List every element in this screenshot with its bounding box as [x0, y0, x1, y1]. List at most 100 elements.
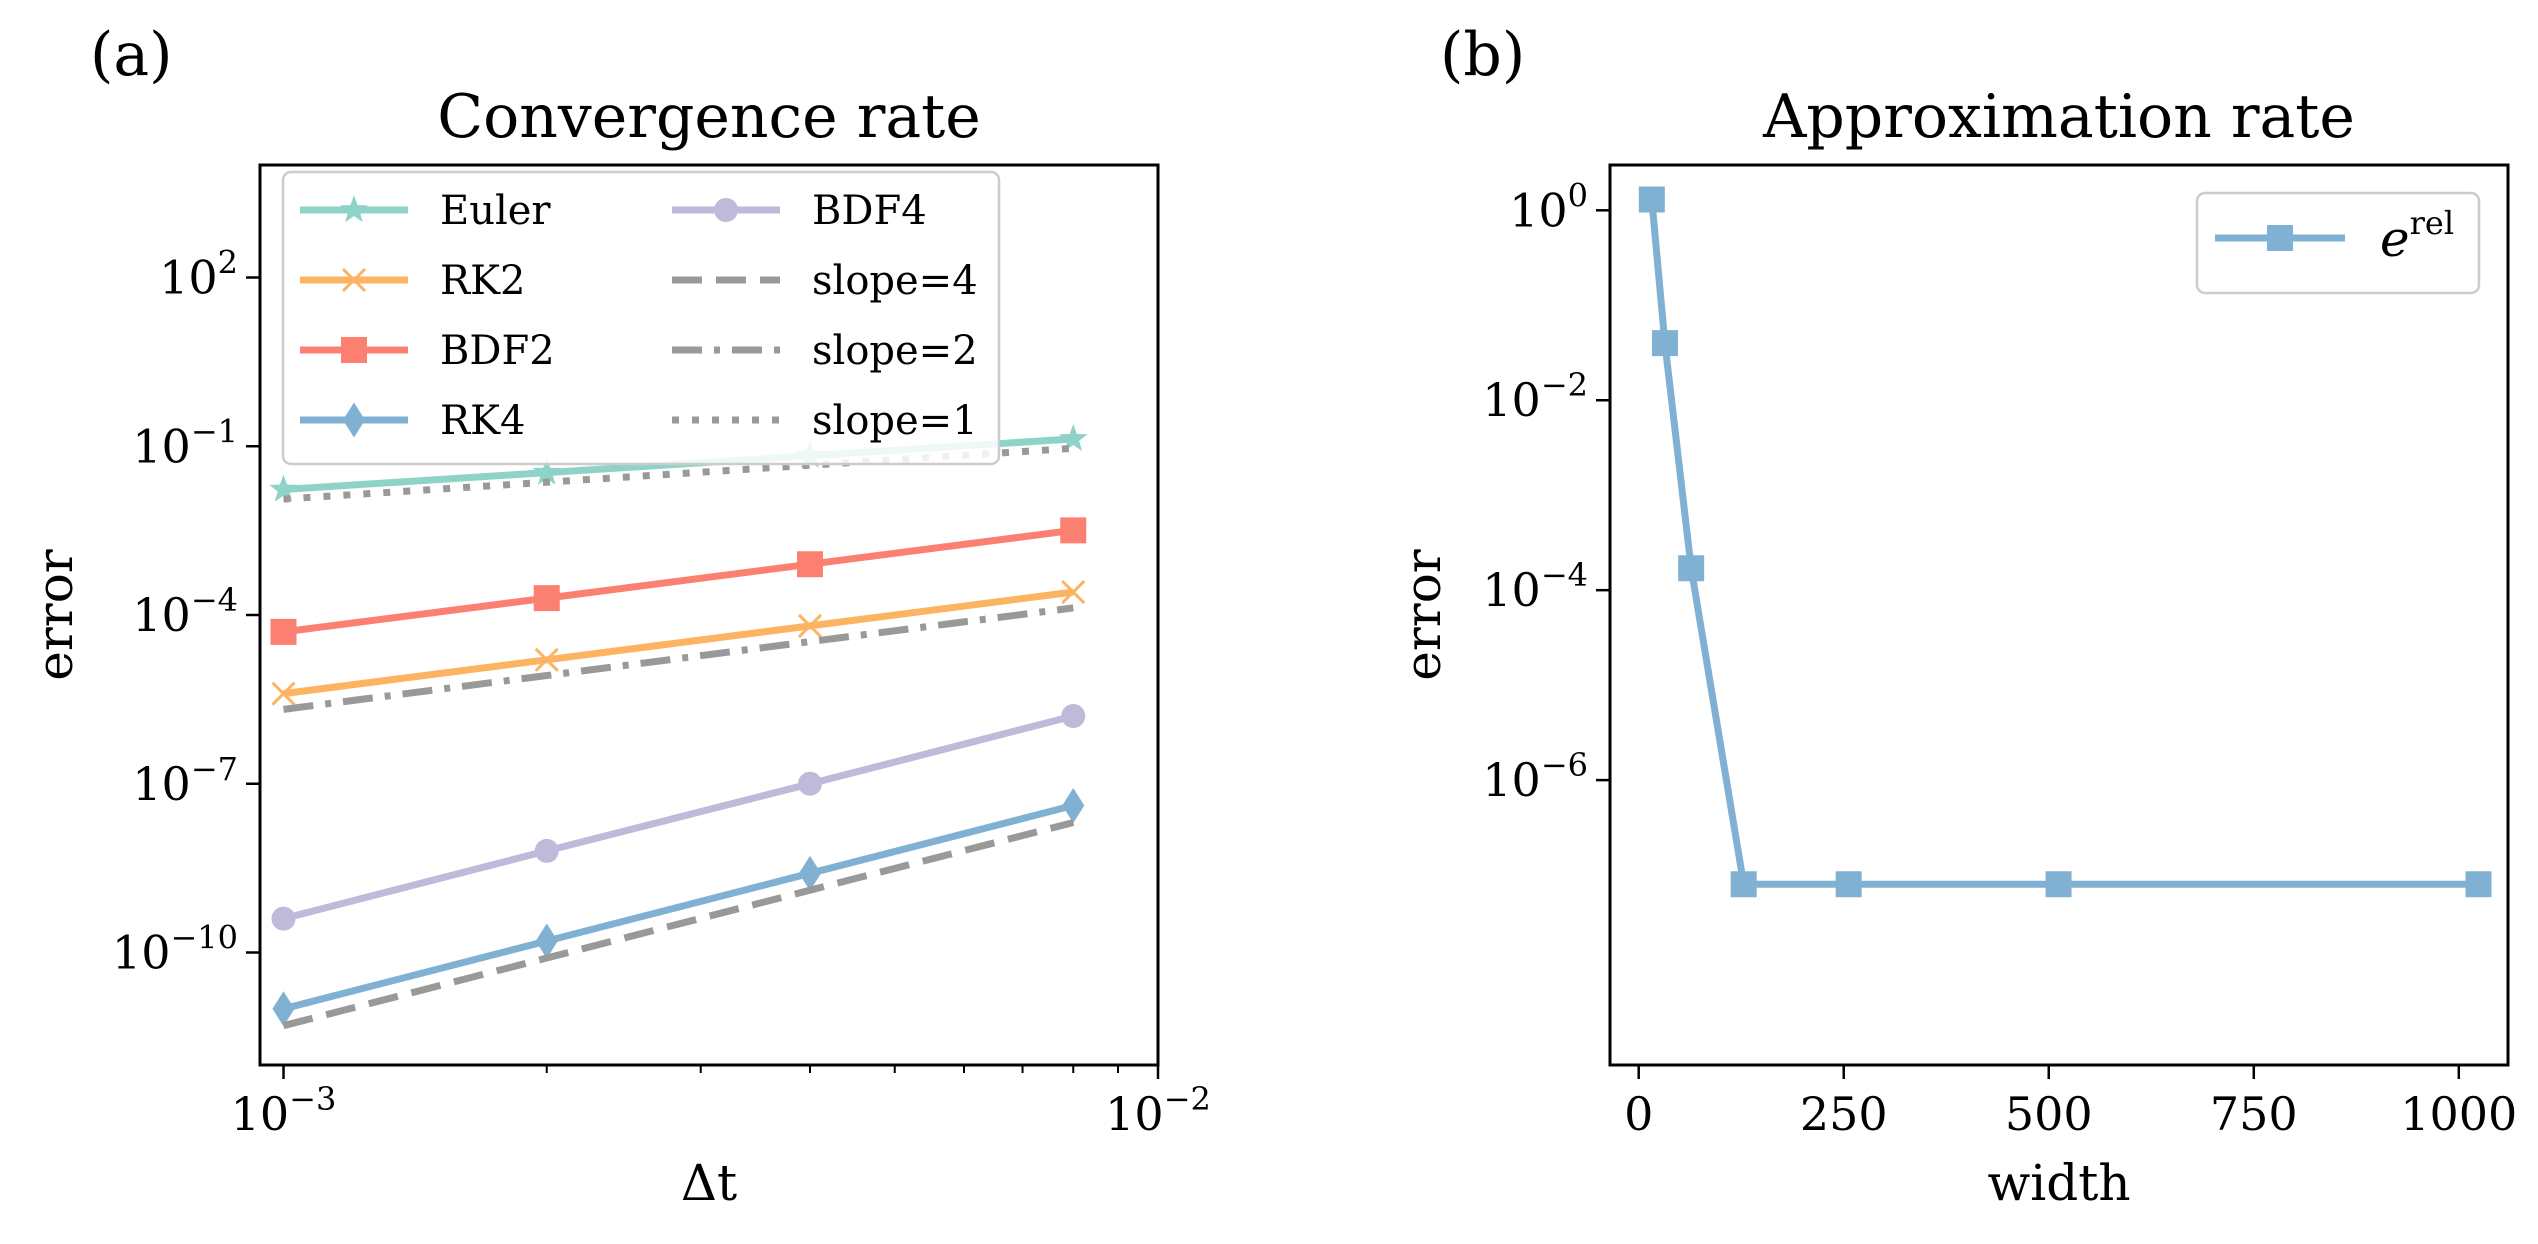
series-rk2 — [271, 579, 1086, 706]
chart-b-frame — [1608, 163, 2510, 1067]
x-tick-label-0-base: 10 — [231, 1087, 290, 1141]
legend-item-rk2: RK2 — [300, 258, 525, 304]
legend-label: BDF4 — [812, 188, 927, 234]
data-point — [1678, 555, 1705, 582]
data-point — [534, 647, 559, 672]
y-tick-label-2-exponent: −4 — [1541, 556, 1588, 594]
y-tick-label-0-exponent: 2 — [218, 244, 238, 282]
legend-label: slope=1 — [812, 398, 978, 444]
chart-a-title: Convergence rate — [437, 82, 981, 152]
data-point — [1060, 517, 1087, 544]
chart-a-y-label: error — [26, 549, 84, 680]
legend-marker — [339, 195, 369, 223]
legend-frame — [281, 170, 1001, 466]
x-tick-label-4: 1000 — [2400, 1087, 2517, 1141]
legend-label: erel — [2380, 204, 2454, 268]
legend-item-slope-2: slope=2 — [672, 328, 978, 374]
legend-label-sup: rel — [2410, 204, 2454, 242]
y-tick-label-0-exponent: 0 — [1568, 176, 1588, 214]
legend-marker — [342, 402, 366, 438]
approximation-rate-chart: Approximation rate width error 0 250 500 750 10… — [1394, 82, 2517, 1212]
series-slope-4 — [282, 819, 1075, 1030]
y-tick-label-3: 10−6 — [1482, 746, 1588, 807]
data-point — [2045, 871, 2072, 898]
y-tick-label-4-base: 10 — [112, 926, 171, 980]
legend-item-rk4: RK4 — [300, 398, 525, 444]
data-point — [797, 551, 824, 578]
data-point — [1059, 424, 1088, 451]
chart-b-x-label: width — [1987, 1154, 2130, 1212]
x-tick-label-1: 10−2 — [1105, 1080, 1211, 1141]
chart-b-legend: erel — [2195, 191, 2481, 295]
x-tick-label-0: 0 — [1624, 1087, 1653, 1141]
data-point — [1062, 787, 1085, 824]
data-point — [798, 855, 822, 891]
legend-label: RK4 — [440, 398, 525, 444]
y-tick-label-4-exponent: −10 — [170, 919, 238, 957]
panel-b-label: (b) — [1440, 20, 1525, 90]
series-line-rk2 — [283, 588, 1074, 698]
y-tick-label-3-base: 10 — [1482, 753, 1541, 807]
y-tick-label-2-base: 10 — [1482, 563, 1541, 617]
y-tick-label-2: 10−4 — [1482, 556, 1588, 617]
legend-label: BDF2 — [440, 328, 555, 374]
y-tick-label-4: 10−10 — [112, 919, 238, 980]
legend-item-bdf4: BDF4 — [672, 188, 927, 234]
data-point — [535, 923, 558, 959]
y-tick-label-2: 10−4 — [132, 581, 238, 642]
legend-marker — [341, 267, 367, 293]
x-tick-label-2: 500 — [2005, 1087, 2093, 1141]
legend-label-base: e — [2380, 210, 2410, 268]
chart-a-x-label: Δt — [681, 1154, 737, 1212]
y-tick-label-0-base: 10 — [159, 251, 218, 305]
series-line-bdf2 — [283, 526, 1074, 636]
data-point — [269, 474, 298, 502]
x-tick-label-3: 750 — [2210, 1087, 2298, 1141]
data-point — [1835, 871, 1862, 898]
legend-item-bdf2: BDF2 — [300, 328, 555, 374]
legend-item-slope-4: slope=4 — [672, 258, 978, 304]
x-tick-label-1-exponent: −2 — [1164, 1080, 1211, 1118]
legend-label: slope=4 — [812, 258, 978, 304]
x-tick-label-0: 10−3 — [231, 1080, 337, 1141]
data-point — [271, 906, 296, 931]
data-point — [271, 681, 296, 706]
data-point — [1651, 330, 1678, 357]
chart-b-y-label: error — [1394, 549, 1452, 680]
y-tick-label-3: 10−7 — [132, 750, 238, 811]
y-tick-label-0: 100 — [1509, 176, 1588, 237]
y-tick-label-1-exponent: −1 — [191, 412, 238, 450]
legend-label: Euler — [440, 188, 551, 234]
y-tick-label-2-exponent: −4 — [191, 581, 238, 619]
y-tick-label-0-base: 10 — [1509, 183, 1568, 237]
data-point — [533, 585, 560, 612]
y-tick-label-0: 102 — [159, 244, 238, 305]
x-tick-label-1: 250 — [1800, 1087, 1888, 1141]
chart-a-legend: Euler RK2 BDF2 RK4 BDF4 slope=4 slope=2 slope=1 — [281, 170, 1001, 466]
y-tick-label-1: 10−1 — [132, 412, 238, 473]
chart-b-title: Approximation rate — [1762, 82, 2355, 152]
x-tick-label-0-exponent: −3 — [289, 1080, 336, 1118]
series-line-bdf4 — [282, 712, 1075, 922]
series-slope-2 — [283, 604, 1074, 713]
legend-frame — [2195, 191, 2481, 295]
legend-marker — [2267, 225, 2293, 251]
y-tick-label-3-exponent: −6 — [1541, 746, 1588, 784]
y-tick-label-3-base: 10 — [132, 757, 191, 811]
x-tick-label-1-base: 10 — [1105, 1087, 1164, 1141]
legend-label: slope=2 — [812, 328, 978, 374]
data-point — [1730, 871, 1757, 898]
data-point — [272, 991, 295, 1027]
legend-marker — [341, 337, 367, 363]
data-point — [2465, 871, 2492, 898]
series-bdf4 — [271, 704, 1086, 931]
data-point — [1638, 186, 1665, 213]
legend-marker — [714, 198, 738, 222]
legend-label: RK2 — [440, 258, 525, 304]
series-line-slope-2 — [283, 604, 1074, 713]
series-bdf2 — [270, 517, 1087, 645]
y-tick-label-1-base: 10 — [1482, 373, 1541, 427]
series-e-rel — [1638, 186, 2492, 898]
